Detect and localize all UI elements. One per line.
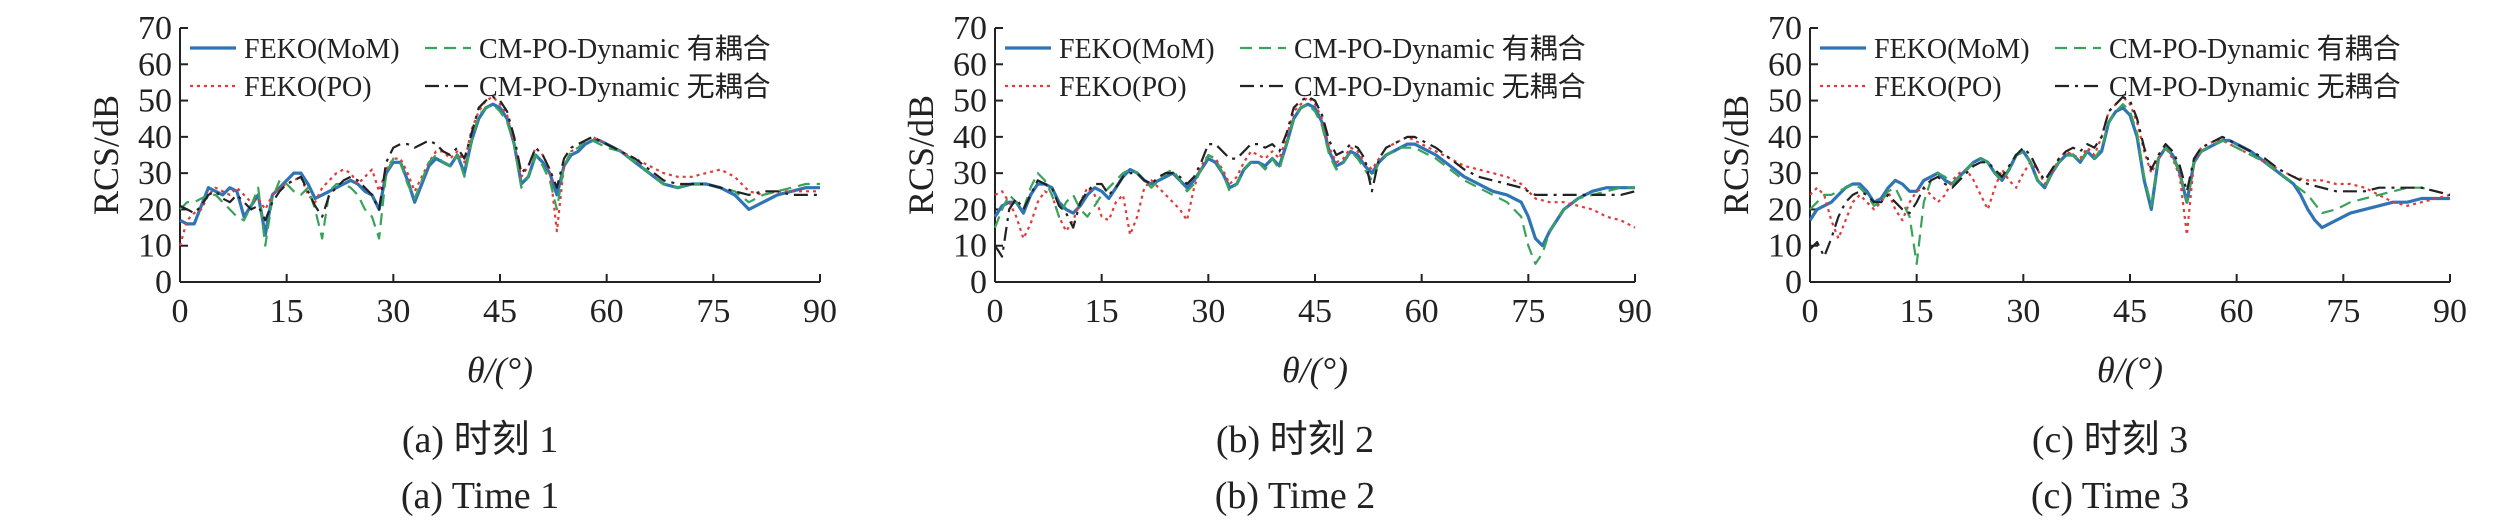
y-tick-label: 20 — [138, 191, 172, 228]
legend-label: CM-PO-Dynamic 无耦合 — [1294, 71, 1586, 103]
caption-cn: (c) 时刻 3 — [2032, 419, 2188, 461]
x-tick-label: 90 — [1618, 293, 1652, 330]
legend-entry-3: CM-PO-Dynamic 有耦合 — [1240, 33, 1586, 65]
series-line-2 — [994, 95, 1636, 240]
legend-label: FEKO(PO) — [244, 72, 372, 103]
legend-label: FEKO(MoM) — [244, 34, 400, 65]
x-tick-label: 45 — [2113, 293, 2147, 330]
legend-label: FEKO(PO) — [1059, 72, 1187, 103]
legend-entry-1: FEKO(MoM) — [1820, 34, 2030, 65]
series-line-2 — [1809, 95, 2451, 240]
y-tick-label: 10 — [953, 228, 987, 265]
x-tick-label: 30 — [1191, 293, 1225, 330]
x-tick-label: 0 — [1802, 293, 1819, 330]
y-tick-label: 20 — [1768, 191, 1802, 228]
legend-entry-2: FEKO(PO) — [1820, 72, 2002, 103]
x-tick-label: 60 — [590, 293, 624, 330]
y-tick-label: 70 — [1768, 10, 1802, 47]
legend-entry-2: FEKO(PO) — [1005, 72, 1187, 103]
legend-entry-3: CM-PO-Dynamic 有耦合 — [425, 33, 771, 65]
x-tick-label: 0 — [172, 293, 189, 330]
legend-label: FEKO(MoM) — [1874, 34, 2030, 65]
x-axis-label: θ/(°) — [1282, 350, 1348, 390]
series-line-4 — [994, 95, 1636, 258]
series-line-2 — [178, 95, 820, 246]
y-tick-label: 70 — [953, 10, 987, 47]
y-tick-label: 30 — [1768, 155, 1802, 192]
y-tick-label: 70 — [138, 10, 172, 47]
series-line-3 — [993, 103, 1635, 265]
series-line-4 — [1809, 95, 2451, 258]
caption-en: (a) Time 1 — [401, 475, 559, 517]
legend-label: CM-PO-Dynamic 有耦合 — [479, 33, 771, 65]
legend-entry-4: CM-PO-Dynamic 无耦合 — [1240, 71, 1586, 103]
x-tick-label: 75 — [696, 293, 730, 330]
caption-en: (c) Time 3 — [2031, 475, 2189, 517]
y-tick-label: 30 — [138, 155, 172, 192]
y-tick-label: 0 — [155, 264, 172, 301]
x-tick-label: 90 — [803, 293, 837, 330]
x-tick-label: 15 — [1900, 293, 1934, 330]
legend-label: CM-PO-Dynamic 无耦合 — [479, 71, 771, 103]
legend-entry-1: FEKO(MoM) — [190, 34, 400, 65]
x-tick-label: 15 — [270, 293, 304, 330]
y-tick-label: 40 — [953, 119, 987, 156]
caption-cn: (a) 时刻 1 — [402, 419, 558, 461]
y-tick-label: 60 — [1768, 46, 1802, 83]
y-tick-label: 60 — [138, 46, 172, 83]
x-tick-label: 90 — [2433, 293, 2467, 330]
series-line-3 — [1809, 103, 2451, 265]
caption-en: (b) Time 2 — [1215, 475, 1375, 517]
series-line-4 — [179, 95, 820, 222]
legend-entry-1: FEKO(MoM) — [1005, 34, 1215, 65]
x-tick-label: 75 — [2326, 293, 2360, 330]
legend-label: FEKO(PO) — [1874, 72, 2002, 103]
series-line-3 — [179, 103, 820, 247]
legend-entry-4: CM-PO-Dynamic 无耦合 — [425, 71, 771, 103]
y-axis-label: RCS/dB — [86, 95, 126, 215]
y-tick-label: 10 — [1768, 228, 1802, 265]
legend-label: CM-PO-Dynamic 有耦合 — [1294, 33, 1586, 65]
x-tick-label: 45 — [483, 293, 517, 330]
y-tick-label: 0 — [1785, 264, 1802, 301]
x-tick-label: 30 — [376, 293, 410, 330]
caption-cn: (b) 时刻 2 — [1216, 419, 1374, 461]
y-tick-label: 40 — [1768, 119, 1802, 156]
y-tick-label: 50 — [138, 83, 172, 120]
y-tick-label: 30 — [953, 155, 987, 192]
x-tick-label: 0 — [987, 293, 1004, 330]
y-tick-label: 20 — [953, 191, 987, 228]
y-tick-label: 0 — [970, 264, 987, 301]
legend-label: FEKO(MoM) — [1059, 34, 1215, 65]
series-line-1 — [179, 102, 820, 237]
legend-entry-2: FEKO(PO) — [190, 72, 372, 103]
legend-entry-4: CM-PO-Dynamic 无耦合 — [2055, 71, 2401, 103]
x-tick-label: 60 — [2220, 293, 2254, 330]
legend-entry-3: CM-PO-Dynamic 有耦合 — [2055, 33, 2401, 65]
y-tick-label: 50 — [1768, 83, 1802, 120]
legend-label: CM-PO-Dynamic 无耦合 — [2109, 71, 2401, 103]
x-tick-label: 45 — [1298, 293, 1332, 330]
x-axis-label: θ/(°) — [467, 350, 533, 390]
y-axis-label: RCS/dB — [901, 95, 941, 215]
legend-label: CM-PO-Dynamic 有耦合 — [2109, 33, 2401, 65]
x-tick-label: 60 — [1405, 293, 1439, 330]
x-tick-label: 75 — [1511, 293, 1545, 330]
x-tick-label: 30 — [2006, 293, 2040, 330]
y-tick-label: 60 — [953, 46, 987, 83]
x-axis-label: θ/(°) — [2097, 350, 2163, 390]
y-axis-label: RCS/dB — [1716, 95, 1756, 215]
y-tick-label: 10 — [138, 228, 172, 265]
series-line-1 — [993, 102, 1635, 248]
y-tick-label: 40 — [138, 119, 172, 156]
x-tick-label: 15 — [1085, 293, 1119, 330]
y-tick-label: 50 — [953, 83, 987, 120]
